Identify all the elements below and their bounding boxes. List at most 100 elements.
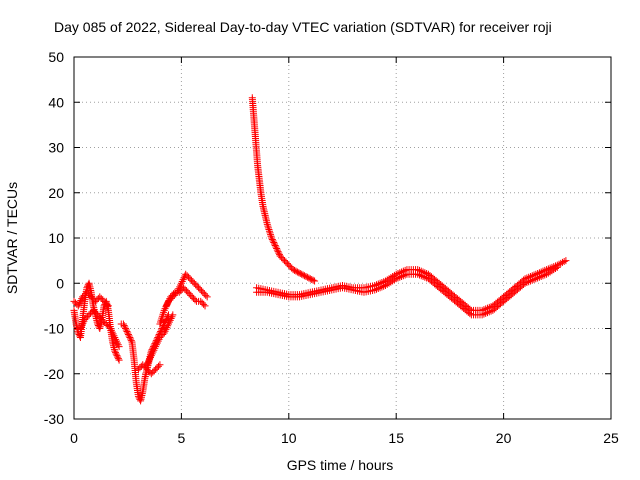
data-point [292,267,300,275]
data-point [265,226,273,234]
data-point [266,229,274,237]
data-point [184,288,192,296]
data-point [546,268,554,276]
data-point [108,328,116,336]
data-point [523,278,531,286]
data-point [111,334,119,342]
data-point [378,283,386,291]
data-point [299,271,307,279]
data-point [183,272,191,280]
data-point [164,322,172,330]
data-point [203,293,211,301]
data-point [192,281,200,289]
data-point [182,287,190,295]
data-point [466,310,474,318]
data-point [99,317,107,325]
data-point [185,273,193,281]
data-point [84,312,92,320]
data-point [268,234,276,242]
data-point [560,258,568,266]
data-point [285,261,293,269]
data-point [145,357,153,365]
data-point [178,277,186,285]
data-point [267,232,275,240]
data-point [119,320,127,328]
data-point [296,269,304,277]
data-point [168,313,176,321]
data-point [148,350,156,358]
data-point [303,273,311,281]
data-point [550,266,558,274]
data-point [157,326,165,334]
data-point [113,352,121,360]
data-point [160,329,168,337]
data-point [195,284,203,292]
data-point [127,335,135,343]
data-point [96,314,104,322]
data-point [392,275,400,283]
data-point [79,293,87,301]
tick-labels: 0 5 10 15 20 25 -30 -20 -10 0 10 20 30 40 50 [44,49,619,446]
data-point [271,242,279,250]
data-point [102,299,110,307]
data-point [165,296,173,304]
data-point [185,290,193,298]
data-point [107,325,115,332]
data-point [167,293,175,301]
data-point [144,359,152,367]
data-point [199,288,207,296]
data-point [157,332,165,340]
data-point [71,299,79,307]
data-point [164,298,172,306]
data-point [267,231,275,239]
data-point [273,246,281,254]
data-point [187,291,195,299]
data-point [282,258,290,266]
data-point [153,339,161,347]
data-point [387,278,395,286]
data-point [95,312,103,320]
data-point [112,350,120,358]
data-point [311,277,319,285]
data-point [169,311,177,319]
data-point [74,302,82,310]
data-point [374,285,382,293]
data-point [112,335,120,343]
data-point [268,236,276,244]
data-point [534,274,542,282]
data-point [85,311,93,319]
data-point [92,309,100,317]
data-point [544,269,552,277]
data-point [552,265,560,273]
data-point [94,311,102,319]
data-point [102,320,110,328]
data-point [110,332,118,340]
data-point [89,306,97,314]
data-point [163,300,171,308]
data-point [279,255,287,263]
data-point [75,300,83,308]
data-point [293,268,301,276]
data-point [179,276,187,284]
data-point [151,344,159,352]
data-point [124,331,132,339]
data-point [532,275,540,283]
data-point [302,272,310,280]
data-point [191,296,199,304]
data-point [281,257,289,265]
data-point [197,287,205,295]
data-point [107,326,115,334]
data-point [264,224,272,232]
data-point [122,326,130,334]
data-point [156,361,164,369]
data-point [478,311,486,319]
data-point [101,318,109,326]
x-tick-label: 15 [388,430,404,446]
x-tick-label: 25 [603,430,619,446]
data-point [162,317,170,325]
data-point [134,365,142,373]
data-point [270,239,278,247]
data-point [115,343,123,351]
data-point [483,309,491,317]
y-tick-label: -30 [44,411,64,427]
